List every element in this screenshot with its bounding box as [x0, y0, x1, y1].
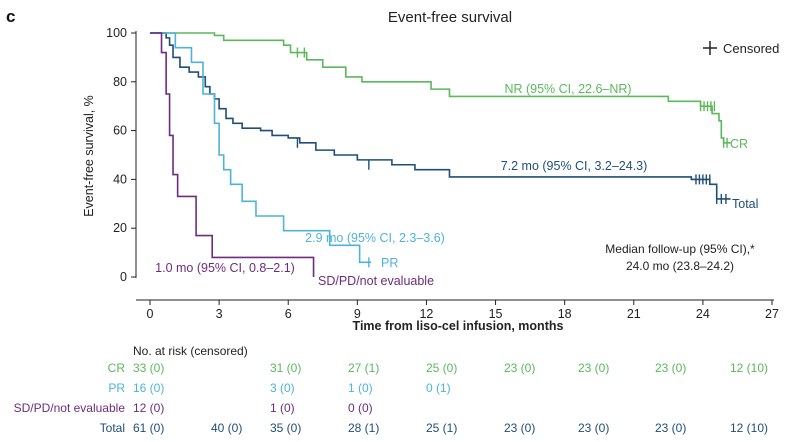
x-axis-label: Time from liso-cel infusion, months [353, 319, 564, 333]
risk-cell: 40 (0) [211, 421, 243, 435]
curve-pr [150, 32, 372, 264]
y-tick-label-60: 60 [113, 124, 127, 138]
median-label-cr: NR (95% CI, 22.6–NR) [504, 82, 631, 96]
curve-cr [150, 32, 731, 144]
followup-line2: 24.0 mo (23.8–24.2) [626, 259, 734, 273]
risk-cell: 23 (0) [504, 421, 536, 435]
median-label-pr: 2.9 mo (95% CI, 2.3–3.6) [305, 231, 445, 245]
end-label-cr: CR [730, 137, 748, 151]
censored-legend: Censored [703, 41, 779, 56]
median-label-total: 7.2 mo (95% CI, 3.2–24.3) [501, 159, 648, 173]
risk-cell: 23 (0) [578, 361, 610, 375]
y-axis-label: Event-free survival, % [82, 95, 96, 217]
risk-cell: 23 (0) [504, 361, 536, 375]
y-tick-label-40: 40 [113, 172, 127, 186]
x-tick-label-21: 21 [627, 307, 641, 321]
risk-row-total: Total 61 (0) 40 (0) 35 (0) 28 (1) 25 (1) 23 (0… [0, 421, 800, 437]
risk-row-pr: PR 16 (0) 3 (0) 1 (0) 0 (1) [0, 381, 800, 397]
risk-row-label: Total [99, 421, 125, 435]
x-tick-label-27: 27 [765, 307, 779, 321]
panel-letter: c [6, 7, 15, 26]
axes: 0 20 40 60 80 100 0 3 6 9 12 15 18 21 24 27 [106, 26, 779, 321]
risk-cell: 12 (10) [730, 361, 769, 375]
risk-row-label: PR [108, 381, 125, 395]
risk-cell: 3 (0) [270, 381, 295, 395]
x-tick-label-3: 3 [216, 307, 223, 321]
x-tick-label-0: 0 [147, 307, 154, 321]
risk-cell: 35 (0) [270, 421, 302, 435]
risk-cell: 25 (0) [426, 361, 458, 375]
chart-title: Event-free survival [388, 9, 512, 26]
curve-labels: CR NR (95% CI, 22.6–NR) Total 7.2 mo (95% C… [155, 82, 758, 288]
x-tick-label-6: 6 [285, 307, 292, 321]
risk-cell: 12 (0) [133, 401, 165, 415]
survival-curves [150, 32, 731, 277]
curve-total [150, 32, 731, 200]
x-tick-label-12: 12 [419, 307, 433, 321]
risk-cell: 12 (10) [730, 421, 769, 435]
risk-cell: 61 (0) [133, 421, 165, 435]
x-tick-label-15: 15 [489, 307, 503, 321]
risk-cell: 1 (0) [348, 381, 373, 395]
end-label-sd-pd-not-evaluable: SD/PD/not evaluable [318, 274, 434, 288]
end-label-pr: PR [381, 256, 398, 270]
followup-line1: Median follow-up (95% CI),* [605, 242, 755, 256]
risk-row-label: SD/PD/not evaluable [13, 401, 125, 415]
end-label-total: Total [732, 197, 758, 211]
risk-cell: 31 (0) [270, 361, 302, 375]
risk-row-cr: CR 33 (0) 31 (0) 27 (1) 25 (0) 23 (0) 23 (0) 23… [0, 361, 800, 377]
x-tick-label-9: 9 [354, 307, 361, 321]
risk-cell: 25 (1) [426, 421, 458, 435]
y-tick-label-80: 80 [113, 75, 127, 89]
risk-cell: 28 (1) [348, 421, 380, 435]
risk-table-header-text: No. at risk (censored) [133, 344, 248, 358]
risk-cell: 33 (0) [133, 361, 165, 375]
risk-row-label: CR [107, 361, 125, 375]
y-tick-label-0: 0 [120, 270, 127, 284]
y-tick-label-100: 100 [106, 26, 127, 40]
curve-sd-pd-not-evaluable [150, 32, 315, 277]
risk-cell: 16 (0) [133, 381, 165, 395]
risk-cell: 1 (0) [270, 401, 295, 415]
risk-cell: 0 (0) [348, 401, 373, 415]
risk-cell: 23 (0) [655, 421, 687, 435]
risk-row-sd-pd-not-evaluable: SD/PD/not evaluable 12 (0) 1 (0) 0 (0) [0, 401, 800, 417]
risk-cell: 27 (1) [348, 361, 380, 375]
y-tick-label-20: 20 [113, 221, 127, 235]
censored-legend-label: Censored [723, 41, 779, 56]
risk-table-header: No. at risk (censored) [0, 344, 800, 360]
risk-cell: 23 (0) [578, 421, 610, 435]
median-label-sd-pd-not-evaluable: 1.0 mo (95% CI, 0.8–2.1) [155, 261, 295, 275]
risk-cell: 23 (0) [655, 361, 687, 375]
x-tick-label-24: 24 [696, 307, 710, 321]
x-tick-label-18: 18 [558, 307, 572, 321]
risk-cell: 0 (1) [426, 381, 451, 395]
